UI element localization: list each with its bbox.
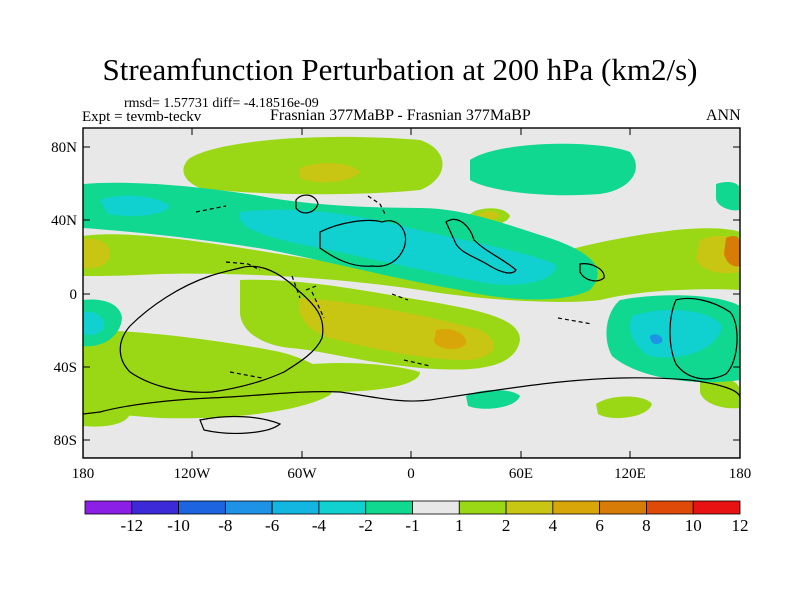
colorbar-swatch (271, 500, 320, 515)
colorbar-label: 10 (685, 516, 702, 535)
contour-negative-east-tropic-core (630, 310, 722, 358)
coastline-east-continent (669, 297, 738, 380)
plot-title: Streamfunction Perturbation at 200 hPa (… (102, 52, 698, 87)
colorbar-swatch (131, 500, 179, 515)
colorbar-label: 2 (502, 516, 511, 535)
colorbar-label: -8 (218, 516, 232, 535)
colorbar-swatch (84, 500, 133, 515)
colorbar-swatch (505, 500, 554, 515)
colorbar-label: -6 (265, 516, 279, 535)
lat-label: 80N (51, 140, 77, 156)
contour-positive-south-mid (266, 363, 420, 392)
coastline-fragment-3 (225, 261, 261, 271)
coastline-east-landmass-2 (579, 263, 605, 282)
colorbar-label: 8 (642, 516, 651, 535)
lon-label: 120W (174, 466, 212, 482)
coastline-south-inlet (199, 415, 282, 434)
coastline-north-island (295, 194, 319, 214)
contour-negative-east-edge (716, 182, 740, 211)
contour-positive-south-east-edge (700, 378, 740, 409)
lon-label: 180 (729, 466, 752, 482)
lon-label: 0 (407, 466, 415, 482)
coastline-fragments (195, 195, 593, 379)
coastline-main-continent-north (319, 219, 407, 267)
colorbar-label: -12 (120, 516, 143, 535)
colorbar-label: -1 (405, 516, 419, 535)
lat-label: 40S (54, 360, 77, 376)
map-panel (82, 127, 741, 459)
season-label: ANN (706, 107, 741, 124)
lat-axis-labels: 80N 40N 0 40S 80S (51, 140, 77, 449)
lat-label: 0 (70, 287, 78, 303)
lat-label: 40N (51, 213, 77, 229)
colorbar-label: -10 (167, 516, 190, 535)
contour-positive-tropical-peak (434, 328, 467, 350)
colorbar-swatch (318, 500, 367, 515)
colorbar (84, 500, 741, 515)
colorbar-swatch (178, 500, 226, 515)
contour-north-subtropic-core (83, 238, 110, 269)
colorbar-label: -2 (359, 516, 373, 535)
colorbar-swatch (224, 500, 273, 515)
coastline-fragment-6 (391, 293, 409, 301)
coastline-fragment-10 (311, 291, 325, 319)
coastline-antarctic (83, 377, 740, 458)
axis-ticks (83, 128, 740, 458)
contour-east-red-core (724, 236, 740, 267)
coastline-fragment-4 (291, 275, 301, 299)
colorbar-label: 6 (595, 516, 604, 535)
colorbar-swatch (365, 500, 413, 515)
contour-negative-midlat-core (239, 209, 556, 285)
period-subtitle: Frasnian 377MaBP - Frasnian 377MaBP (270, 107, 531, 124)
coastline-fragment-5 (305, 285, 317, 291)
coastline-fragment-7 (557, 317, 593, 325)
contour-positive-far-south-left (83, 404, 130, 427)
lon-label: 60E (509, 466, 533, 482)
colorbar-label: 1 (455, 516, 464, 535)
rmsd-stats: rmsd= 1.57731 diff= -4.18516e-09 (124, 96, 319, 111)
contour-positive-arctic-core (300, 163, 360, 183)
contour-negative-south-spot (466, 390, 520, 409)
lon-label: 180 (72, 466, 95, 482)
contour-positive-south-spot (596, 396, 652, 419)
contour-negative-east-tropic-peak (650, 334, 663, 344)
colorbar-swatch (646, 500, 694, 515)
colorbar-label: -4 (312, 516, 327, 535)
lon-label: 60W (287, 466, 317, 482)
colorbar-swatch (458, 500, 507, 515)
coastline-east-landmass (445, 218, 517, 274)
colorbar-label: 12 (732, 516, 749, 535)
coastline-fragment-2 (367, 195, 387, 217)
contour-negative-arctic-east (470, 143, 636, 196)
colorbar-swatch (412, 500, 460, 515)
colorbar-swatch (599, 500, 647, 515)
colorbar-labels: -12 -10 -8 -6 -4 -2 -1 1 2 4 6 8 10 12 (120, 516, 748, 535)
coastline-gondwana (119, 265, 324, 393)
experiment-label: Expt = tevmb-teckv (82, 109, 202, 125)
lon-axis-labels: 180 120W 60W 0 60E 120E 180 (72, 466, 752, 482)
colorbar-swatch (692, 500, 741, 515)
lon-label: 120E (614, 466, 646, 482)
contour-positive-southern-band (83, 330, 333, 419)
coastline-fragment-8 (403, 359, 431, 367)
colorbar-label: 4 (549, 516, 558, 535)
colorbar-swatch (552, 500, 601, 515)
coastline-layer (83, 194, 740, 458)
coastline-fragment-1 (195, 205, 227, 213)
lat-label: 80S (54, 433, 77, 449)
coastline-fragment-9 (229, 371, 263, 379)
contour-negative-midlat-core-west (100, 195, 170, 216)
contour-negative-west-tropic-core (83, 311, 105, 336)
